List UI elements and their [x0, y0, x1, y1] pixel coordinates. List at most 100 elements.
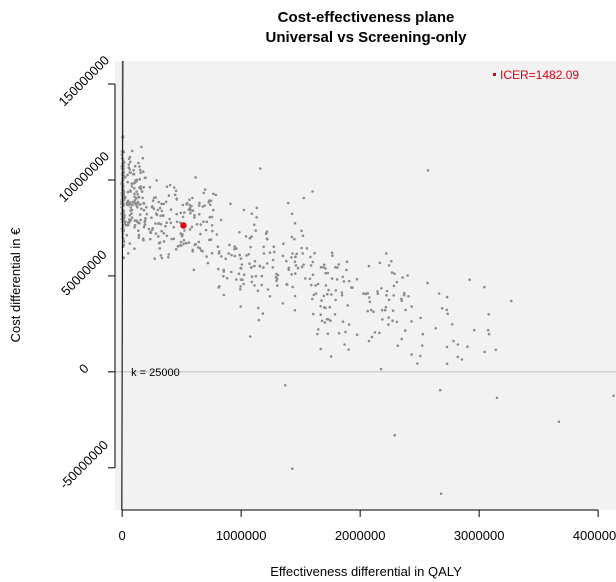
- scatter-point: [342, 280, 346, 283]
- scatter-point: [312, 312, 315, 316]
- scatter-point: [466, 345, 469, 349]
- scatter-point: [143, 223, 147, 226]
- scatter-point: [392, 294, 396, 297]
- scatter-point: [165, 185, 169, 188]
- scatter-point: [182, 238, 186, 242]
- scatter-point: [122, 239, 126, 243]
- scatter-point: [320, 319, 324, 323]
- scatter-point: [366, 309, 370, 313]
- scatter-point: [127, 221, 130, 224]
- scatter-point: [310, 283, 313, 287]
- scatter-point: [172, 225, 176, 229]
- scatter-point: [380, 287, 383, 290]
- scatter-point: [143, 219, 147, 222]
- scatter-point: [155, 179, 158, 182]
- legend-icer-marker: [493, 73, 496, 76]
- scatter-point: [122, 243, 126, 247]
- scatter-point: [128, 242, 132, 245]
- y-tick-label: 0: [76, 361, 92, 377]
- scatter-point: [151, 205, 154, 208]
- scatter-point: [162, 202, 165, 206]
- scatter-point: [152, 196, 156, 200]
- scatter-point: [122, 198, 126, 201]
- scatter-point: [295, 252, 299, 256]
- scatter-point: [337, 332, 341, 335]
- scatter-point: [330, 277, 334, 280]
- scatter-point: [128, 214, 132, 217]
- scatter-point: [130, 216, 134, 219]
- scatter-point: [343, 343, 346, 346]
- scatter-point: [275, 277, 279, 281]
- scatter-point: [227, 252, 230, 255]
- scatter-point: [174, 247, 178, 251]
- scatter-point: [395, 280, 399, 284]
- scatter-point: [137, 233, 141, 237]
- scatter-point: [230, 253, 233, 257]
- scatter-point: [175, 220, 179, 224]
- scatter-point: [176, 245, 180, 248]
- scatter-point: [294, 272, 297, 275]
- scatter-point: [137, 161, 140, 165]
- scatter-point: [319, 347, 323, 351]
- scatter-point: [224, 257, 227, 261]
- scatter-point: [250, 275, 254, 278]
- scatter-point: [151, 227, 155, 230]
- scatter-point: [486, 328, 490, 332]
- scatter-point: [194, 176, 197, 179]
- scatter-point: [272, 245, 276, 248]
- scatter-point: [385, 252, 388, 255]
- scatter-point: [191, 248, 194, 252]
- scatter-point: [255, 206, 259, 210]
- scatter-point: [293, 222, 297, 225]
- scatter-point: [185, 203, 188, 206]
- scatter-point: [300, 265, 304, 269]
- scatter-point: [330, 293, 333, 296]
- scatter-point: [159, 222, 163, 226]
- scatter-point: [293, 260, 297, 264]
- scatter-point: [127, 204, 130, 207]
- scatter-point: [179, 221, 182, 224]
- scatter-point: [183, 211, 186, 214]
- scatter-point: [311, 190, 314, 193]
- scatter-point: [149, 231, 153, 234]
- scatter-point: [138, 213, 142, 216]
- scatter-point: [140, 145, 143, 149]
- scatter-point: [385, 294, 388, 297]
- scatter-point: [296, 266, 300, 270]
- scatter-point: [420, 344, 424, 347]
- scatter-point: [181, 215, 185, 219]
- scatter-point: [376, 292, 380, 296]
- scatter-point: [313, 251, 316, 255]
- scatter-point: [271, 258, 275, 262]
- scatter-point: [154, 222, 157, 225]
- scatter-point: [293, 237, 296, 241]
- scatter-point: [326, 292, 329, 296]
- scatter-point: [487, 332, 491, 336]
- scatter-point: [326, 271, 330, 275]
- scatter-point: [141, 156, 145, 160]
- scatter-point: [190, 204, 193, 208]
- scatter-point: [391, 309, 395, 312]
- wtp-label: k = 25000: [131, 367, 180, 379]
- scatter-point: [311, 273, 315, 277]
- scatter-point: [202, 220, 205, 223]
- scatter-point: [167, 194, 171, 197]
- scatter-point: [301, 234, 305, 238]
- scatter-point: [445, 362, 449, 366]
- scatter-point: [239, 285, 242, 288]
- chart-subtitle: Universal vs Screening-only: [266, 29, 468, 46]
- scatter-point: [162, 232, 166, 235]
- scatter-point: [133, 247, 136, 250]
- scatter-point: [203, 204, 206, 207]
- scatter-point: [155, 213, 159, 217]
- scatter-point: [281, 302, 285, 305]
- scatter-point: [416, 362, 419, 365]
- scatter-point: [316, 332, 319, 336]
- chart-title: Cost-effectiveness plane: [278, 9, 455, 26]
- scatter-point: [212, 192, 215, 196]
- scatter-point: [235, 247, 238, 250]
- scatter-point: [217, 250, 221, 253]
- scatter-point: [219, 218, 223, 222]
- scatter-point: [286, 201, 290, 205]
- scatter-point: [272, 250, 276, 254]
